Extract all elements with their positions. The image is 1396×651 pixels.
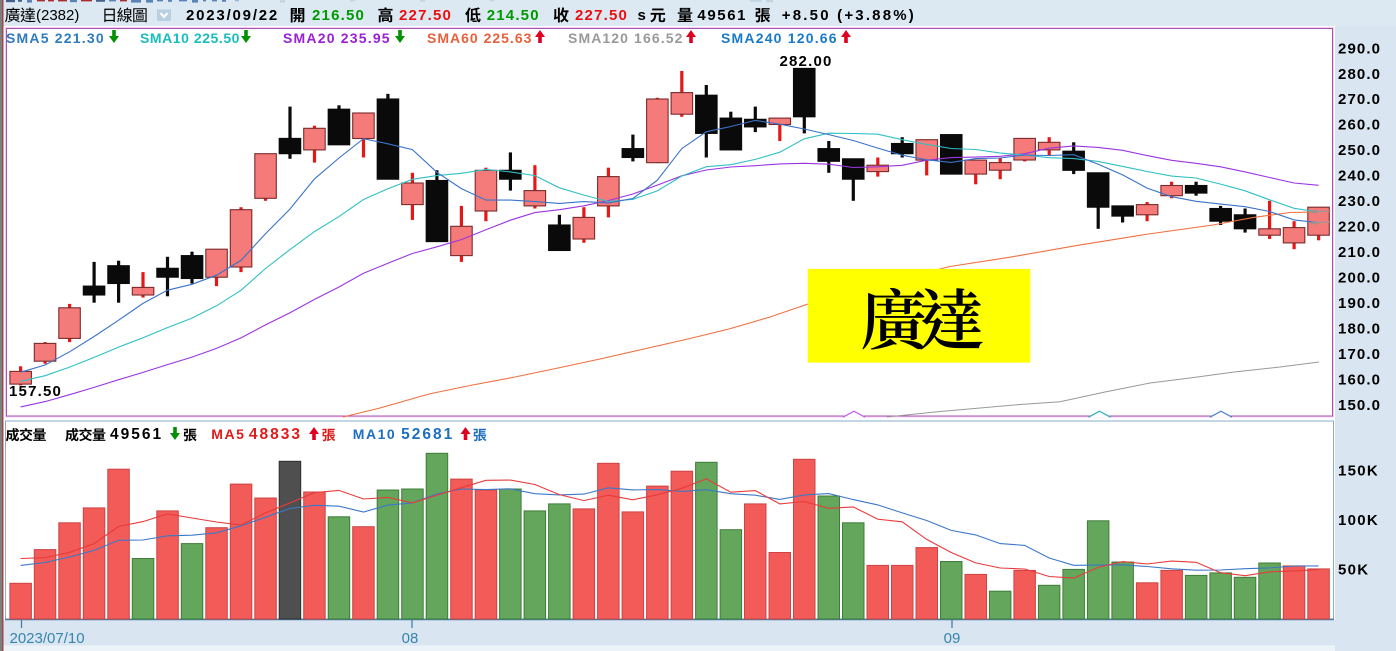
svg-text:250.0: 250.0 bbox=[1338, 142, 1381, 159]
svg-text:SMA240 120.66: SMA240 120.66 bbox=[721, 30, 838, 46]
svg-text:170.0: 170.0 bbox=[1338, 346, 1381, 363]
svg-text:SMA10 225.50: SMA10 225.50 bbox=[140, 30, 240, 46]
svg-text:SMA20 235.95: SMA20 235.95 bbox=[283, 30, 391, 46]
svg-text:240.0: 240.0 bbox=[1338, 168, 1381, 185]
svg-text:260.0: 260.0 bbox=[1338, 117, 1381, 134]
svg-text:MA10: MA10 bbox=[353, 426, 396, 442]
svg-text:52681: 52681 bbox=[401, 426, 454, 443]
svg-text:48833: 48833 bbox=[249, 426, 302, 443]
svg-text:100K: 100K bbox=[1338, 512, 1379, 529]
svg-text:282.00: 282.00 bbox=[779, 53, 832, 70]
svg-text:09: 09 bbox=[944, 630, 961, 647]
svg-text:+8.50 (+3.88%): +8.50 (+3.88%) bbox=[782, 7, 916, 24]
svg-text:150K: 150K bbox=[1338, 463, 1379, 480]
svg-text:227.50: 227.50 bbox=[575, 7, 628, 24]
svg-text:49561: 49561 bbox=[697, 7, 747, 24]
svg-text:160.0: 160.0 bbox=[1338, 371, 1381, 388]
svg-text:2023/07/10: 2023/07/10 bbox=[10, 630, 85, 647]
svg-text:214.50: 214.50 bbox=[487, 7, 540, 24]
svg-text:157.50: 157.50 bbox=[9, 383, 62, 400]
svg-text:s: s bbox=[638, 7, 646, 24]
svg-text:(2382): (2382) bbox=[36, 7, 79, 24]
svg-text:SMA120 166.52: SMA120 166.52 bbox=[568, 30, 683, 46]
svg-text:SMA60 225.63: SMA60 225.63 bbox=[427, 30, 532, 46]
svg-text:49561: 49561 bbox=[110, 426, 163, 443]
svg-text:150.0: 150.0 bbox=[1338, 397, 1381, 414]
svg-text:230.0: 230.0 bbox=[1338, 193, 1381, 210]
svg-text:210.0: 210.0 bbox=[1338, 244, 1381, 261]
svg-text:190.0: 190.0 bbox=[1338, 295, 1381, 312]
svg-text:270.0: 270.0 bbox=[1338, 91, 1381, 108]
svg-text:216.50: 216.50 bbox=[312, 7, 365, 24]
svg-text:200.0: 200.0 bbox=[1338, 270, 1381, 287]
svg-text:180.0: 180.0 bbox=[1338, 320, 1381, 337]
svg-text:MA5: MA5 bbox=[211, 426, 245, 442]
svg-text:280.0: 280.0 bbox=[1338, 66, 1381, 83]
svg-text:2023/09/22: 2023/09/22 bbox=[186, 7, 279, 24]
svg-text:227.50: 227.50 bbox=[399, 7, 452, 24]
svg-text:50K: 50K bbox=[1338, 562, 1369, 579]
svg-text:SMA5 221.30: SMA5 221.30 bbox=[6, 30, 105, 46]
svg-text:220.0: 220.0 bbox=[1338, 219, 1381, 236]
svg-text:08: 08 bbox=[402, 630, 419, 647]
svg-text:290.0: 290.0 bbox=[1338, 40, 1381, 57]
